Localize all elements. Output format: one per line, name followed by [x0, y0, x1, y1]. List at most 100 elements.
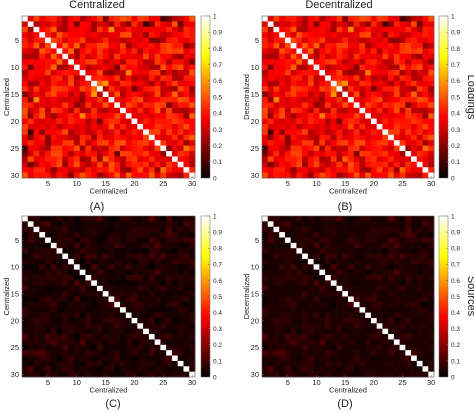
heatmap-cell	[336, 64, 343, 71]
heatmap-cell	[91, 86, 98, 92]
heatmap-cell	[405, 221, 412, 228]
heatmap-cell	[330, 140, 337, 146]
heatmap-cell	[27, 167, 34, 173]
heatmap-cell	[114, 80, 121, 87]
heatmap-cell	[56, 156, 63, 163]
heatmap-cell	[91, 317, 98, 324]
heatmap-cell	[27, 221, 34, 228]
heatmap-panel-d: 5 10 15 20 25 3051015202530CentralizedDecentr…	[242, 213, 460, 394]
heatmap-cell	[353, 113, 360, 119]
heatmap-cell	[154, 312, 161, 319]
heatmap-cell	[319, 21, 326, 28]
heatmap-cell	[154, 32, 161, 38]
heatmap-cell	[183, 172, 190, 179]
heatmap-cell	[290, 269, 297, 276]
heatmap-cell	[166, 151, 173, 157]
heatmap-cell	[376, 43, 383, 49]
heatmap-cell	[137, 37, 144, 44]
heatmap-cell	[302, 21, 309, 28]
heatmap-cell	[365, 237, 372, 244]
heatmap-cell	[302, 16, 309, 22]
heatmap-cell	[325, 339, 332, 346]
heatmap-cell	[171, 59, 179, 65]
heatmap-cell	[22, 26, 29, 33]
heatmap-cell	[137, 344, 144, 351]
heatmap-cell	[131, 118, 138, 125]
heatmap-cell	[39, 140, 46, 146]
heatmap-cell	[428, 264, 435, 271]
heatmap-cell	[388, 102, 395, 109]
heatmap-cell	[45, 64, 52, 71]
heatmap-cell	[284, 167, 292, 173]
heatmap-cell	[143, 59, 150, 65]
heatmap-cell	[125, 355, 132, 362]
heatmap-cell	[307, 242, 314, 249]
heatmap-cell	[166, 355, 173, 362]
heatmap-cell	[39, 32, 46, 38]
heatmap-cell	[290, 328, 297, 335]
heatmap-cell	[359, 221, 366, 228]
heatmap-cell	[336, 134, 343, 141]
heatmap-cell	[45, 97, 52, 103]
heatmap-cell	[353, 43, 360, 49]
heatmap-cell	[120, 59, 127, 65]
heatmap-cell	[22, 59, 29, 65]
heatmap-cell	[183, 59, 190, 65]
heatmap-cell	[307, 264, 314, 271]
heatmap-cell	[284, 16, 292, 22]
heatmap-cell	[290, 237, 297, 244]
heatmap-cell	[399, 48, 406, 55]
heatmap-cell	[102, 32, 109, 38]
heatmap-cell	[388, 242, 395, 249]
heatmap-cell	[50, 237, 57, 244]
heatmap-cell	[348, 344, 355, 351]
heatmap-cell	[50, 317, 57, 324]
heatmap-cell	[91, 339, 98, 346]
heatmap-cell	[45, 156, 52, 163]
heatmap-cell	[39, 37, 46, 44]
heatmap-cell	[336, 26, 343, 33]
heatmap-cell	[319, 296, 326, 303]
heatmap-cell	[342, 285, 349, 292]
heatmap-cell	[284, 75, 292, 82]
heatmap-cell	[365, 371, 372, 378]
heatmap-cell	[290, 172, 297, 179]
heatmap-cell	[143, 221, 150, 228]
heatmap-cell	[189, 48, 196, 55]
heatmap-cell	[39, 26, 46, 33]
heatmap-cell	[348, 118, 355, 125]
heatmap-cell	[365, 366, 372, 372]
heatmap-cell	[313, 129, 320, 136]
heatmap-cell	[62, 53, 69, 60]
heatmap-cell	[405, 339, 412, 346]
heatmap-cell	[50, 253, 57, 260]
heatmap-cell	[290, 113, 297, 119]
heatmap-cell	[143, 16, 150, 22]
heatmap-cell	[33, 64, 40, 71]
heatmap-cell	[336, 107, 343, 114]
heatmap-cell	[183, 48, 190, 55]
heatmap-cell	[267, 129, 274, 136]
heatmap-cell	[137, 334, 144, 340]
heatmap-cell	[45, 107, 52, 114]
heatmap-cell	[370, 339, 378, 346]
heatmap-cell	[376, 312, 383, 319]
heatmap-cell	[273, 172, 280, 179]
heatmap-cell	[79, 16, 86, 22]
heatmap-cell	[79, 269, 86, 276]
heatmap-cell	[166, 37, 173, 44]
heatmap-cell	[143, 156, 150, 163]
heatmap-cell	[422, 97, 429, 103]
heatmap-cell	[330, 248, 337, 254]
heatmap-cell	[96, 16, 104, 22]
heatmap-cell	[336, 75, 343, 82]
heatmap-cell	[22, 161, 29, 168]
heatmap-cell	[262, 113, 269, 119]
heatmap-cell	[428, 97, 435, 103]
heatmap-cell	[62, 269, 69, 276]
heatmap-cell	[183, 366, 190, 372]
heatmap-cell	[330, 172, 337, 179]
heatmap-cell	[68, 226, 75, 233]
heatmap-cell	[62, 97, 69, 103]
heatmap-cell	[428, 70, 435, 76]
